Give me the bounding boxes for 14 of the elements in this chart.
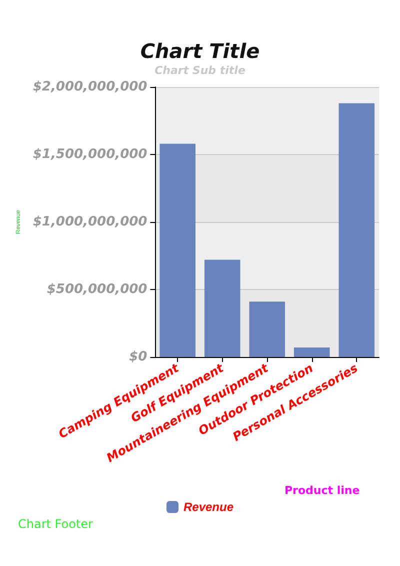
bar [294, 348, 330, 357]
x-axis-title: Product line [284, 484, 360, 497]
bar [249, 302, 286, 357]
y-tick-label: $500,000,000 [46, 282, 148, 297]
legend-label: Revenue [183, 500, 234, 514]
bar [160, 144, 196, 357]
y-tick-label: $1,500,000,000 [32, 147, 148, 162]
text: Chart Footer [18, 517, 94, 531]
y-tick-label: $0 [129, 350, 148, 364]
y-tick-label: $1,000,000,000 [32, 214, 148, 230]
y-tick-label: $2,000,000,000 [32, 80, 148, 94]
bar [338, 103, 375, 357]
chart-title: Chart Title [140, 39, 260, 63]
bar [204, 260, 240, 357]
